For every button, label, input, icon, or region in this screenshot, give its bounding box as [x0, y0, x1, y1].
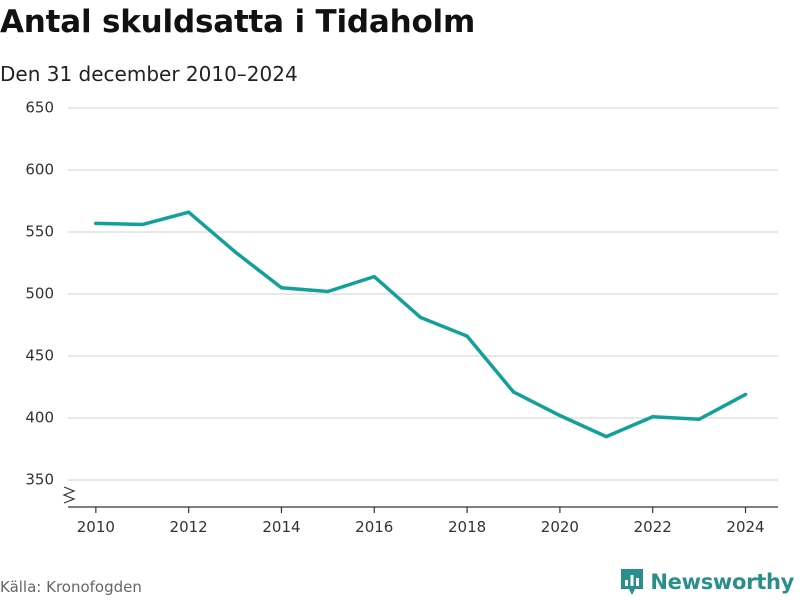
- data-point-2018: [465, 334, 469, 338]
- y-axis-break-icon: [62, 486, 76, 504]
- x-tick-label-2020: 2020: [541, 518, 579, 536]
- series-line-0: [94, 210, 748, 439]
- x-tick-label-2016: 2016: [355, 518, 393, 536]
- data-point-2023: [697, 417, 701, 421]
- y-tick-label-350: 350: [25, 471, 54, 489]
- x-tick-label-2010: 2010: [77, 518, 115, 536]
- y-tick-label-400: 400: [25, 409, 54, 427]
- data-point-2020: [558, 413, 562, 418]
- data-point-2010: [94, 221, 98, 225]
- newsworthy-chart-logo-icon: [621, 569, 644, 595]
- source-note: Källa: Kronofogden: [0, 578, 142, 596]
- y-tick-label-550: 550: [25, 223, 54, 241]
- x-tick-label-2022: 2022: [634, 518, 672, 536]
- brand-logo: Newsworthy: [620, 568, 794, 596]
- data-point-2016: [372, 275, 376, 279]
- data-point-2013: [233, 250, 237, 254]
- data-point-2012: [187, 210, 191, 214]
- data-point-2017: [419, 315, 423, 320]
- x-tick-label-2024: 2024: [726, 518, 764, 536]
- data-point-2019: [511, 390, 516, 394]
- x-tick-label-2018: 2018: [448, 518, 486, 536]
- data-point-2014: [279, 286, 284, 290]
- x-tick-label-2012: 2012: [170, 518, 208, 536]
- y-tick-label-650: 650: [25, 99, 54, 117]
- data-point-2022: [651, 415, 655, 419]
- y-tick-label-500: 500: [25, 285, 54, 303]
- chart-title: Antal skuldsatta i Tidaholm: [0, 4, 476, 40]
- data-point-2021: [604, 435, 608, 439]
- data-point-2024: [743, 392, 748, 397]
- chart-subtitle: Den 31 december 2010–2024: [0, 62, 298, 86]
- brand-name: Newsworthy: [650, 570, 794, 594]
- x-tick-label-2014: 2014: [262, 518, 300, 536]
- y-tick-label-450: 450: [25, 347, 54, 365]
- data-point-2015: [326, 289, 330, 294]
- y-tick-label-600: 600: [25, 161, 54, 179]
- data-point-2011: [140, 222, 144, 227]
